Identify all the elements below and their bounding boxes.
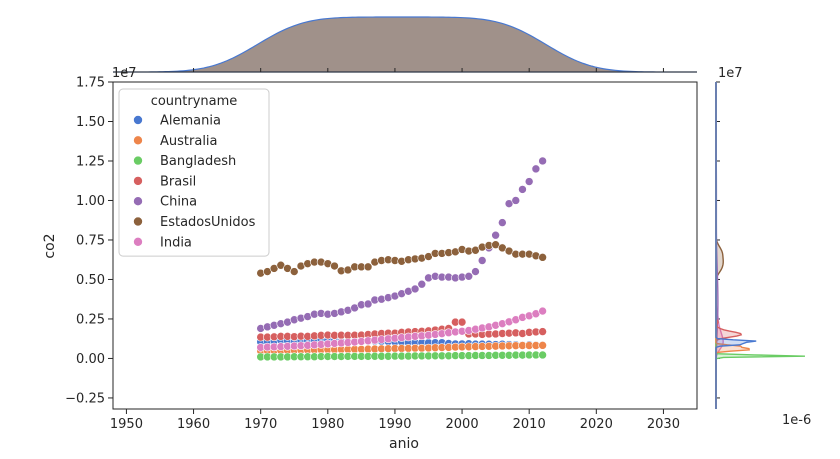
y-tick-label: 1.00 [76,194,105,209]
series-estadosunidos [256,240,547,278]
x-tick-label: 1970 [244,417,277,432]
x-offset-label: 1e-6 [782,413,811,428]
data-point [518,185,527,194]
data-point [538,253,547,262]
legend: countryname Alemania Australia Bangladesh Br… [118,88,270,257]
data-point [524,177,534,186]
x-tick-label: 2000 [446,417,479,432]
x-tick-label: 1950 [110,417,143,432]
legend-label: Alemania [160,114,221,129]
data-point [538,341,547,350]
data-point [363,262,373,272]
legend-marker [133,115,143,125]
legend-label: EstadosUnidos [160,215,256,230]
legend-label: Australia [160,134,218,149]
data-point [417,279,427,289]
data-point [457,317,467,327]
right-kde-line-australia [715,82,750,409]
legend-marker [133,196,143,206]
series-bangladesh [256,350,547,362]
legend-title: countryname [151,94,238,109]
legend-marker [133,237,143,247]
right-kde-fill-estadosunidos [716,82,724,409]
data-point [538,327,547,336]
y-tick-label: −0.25 [65,391,105,406]
x-tick-label: 2020 [580,417,613,432]
x-tick-label: 2010 [513,417,546,432]
legend-entry: India [133,235,192,250]
right-kde-line-bangladesh [715,82,805,409]
right-kde-fill-alemania [716,82,757,409]
y-tick-label: 0.25 [76,312,105,327]
legend-label: Bangladesh [160,154,236,169]
x-tick-label: 2030 [647,417,680,432]
data-point [330,261,339,271]
right-kde-fill-australia [716,82,750,409]
right-kde-line-alemania [715,82,757,409]
legend-entry: Alemania [133,114,221,129]
series-china [256,156,547,333]
data-point [464,272,474,281]
legend-marker [133,176,143,186]
data-point [498,218,507,227]
data-point [531,164,541,174]
y-tick-label: 1.75 [76,76,105,91]
y-tick-label: 1.25 [76,154,105,169]
data-point [538,156,547,166]
legend-marker [133,216,143,227]
y-tick-label: 0.75 [76,233,105,248]
data-point [471,267,480,276]
data-point [511,196,521,205]
legend-entry: China [133,195,197,210]
legend-entry: Brasil [133,174,196,189]
plot-frame [112,81,698,410]
legend-label: China [160,195,197,210]
data-point [538,306,547,316]
legend-label: Brasil [160,174,196,189]
data-point [477,256,487,265]
y-tick-label: 1.50 [76,115,105,130]
right-kde-fill-brasil [716,82,742,409]
series-india [256,306,547,352]
data-point [538,350,547,360]
main-axes: 1950 1960 1970 1980 1990 2000 2010 2020 2030 −0.2… [65,76,698,432]
data-point [491,230,500,240]
x-tick-label: 1960 [177,417,210,432]
data-point [363,299,373,309]
scatter-points [256,156,547,362]
legend-entry: EstadosUnidos [133,215,256,230]
y-tick-label: 0.00 [76,352,105,367]
legend-box [118,88,270,257]
legend-label: India [160,235,192,250]
legend-entry: Bangladesh [133,154,236,169]
right-kde-fill-bangladesh [716,82,805,409]
legend-marker [133,135,143,146]
data-point [410,284,420,294]
y-tick-label: 0.50 [76,273,105,288]
right-y-offset-label: 1e7 [718,66,743,81]
x-tick-label: 1990 [378,417,411,432]
legend-entry: Australia [133,134,218,149]
right-kde-line-brasil [715,82,743,409]
y-axis-title: co2 [42,233,58,258]
data-point [289,267,299,276]
x-axis-title: anio [389,436,419,452]
top-marginal-kde [113,16,697,73]
x-tick-label: 1980 [311,417,344,432]
legend-marker [133,155,143,166]
right-marginal-kde [715,81,805,409]
top-kde-area [113,16,697,73]
y-offset-label: 1e7 [112,66,137,81]
